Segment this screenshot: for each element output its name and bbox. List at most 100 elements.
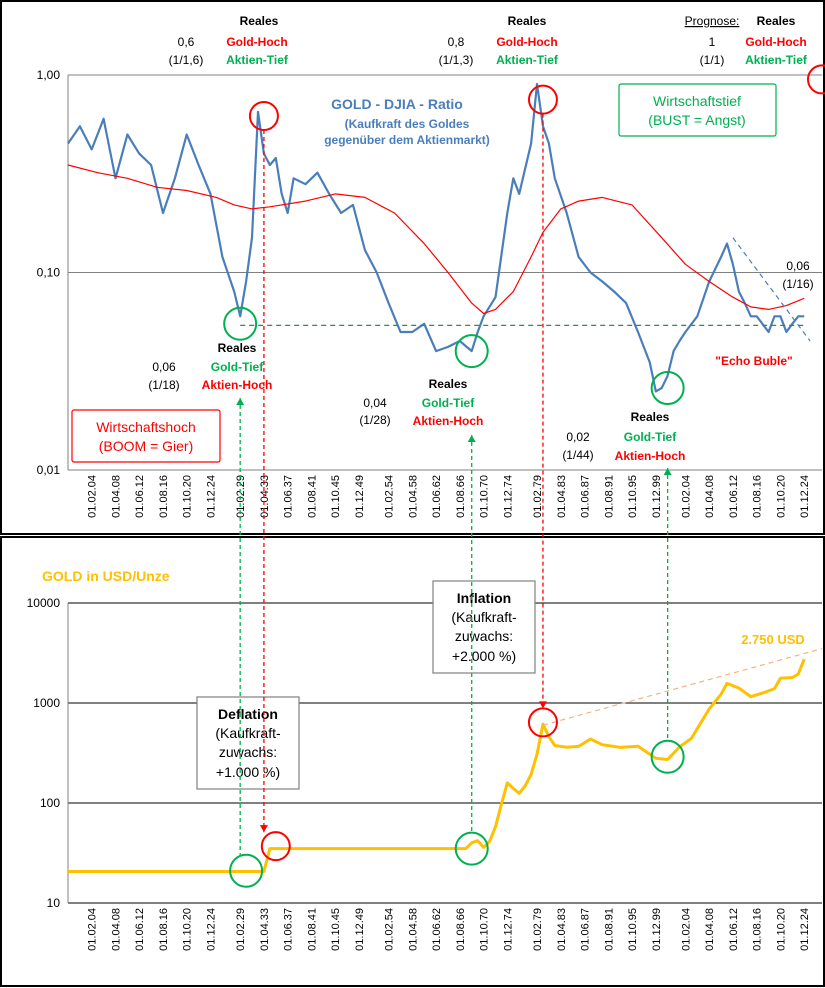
x-tick-label: 01.08.91	[603, 908, 615, 951]
annotation-head: Reales	[757, 14, 796, 28]
annotation-fraction: (1/28)	[359, 413, 390, 427]
series-line-0	[68, 658, 806, 873]
annotation-gold-low-2000: 0,02 (1/44) Reales Gold-Tief Aktien-Hoch	[562, 410, 685, 463]
x-tick-label: 01.06.12	[134, 475, 146, 518]
boom-box-frame	[71, 409, 221, 463]
connector-arrowhead	[259, 825, 268, 833]
green-highlight-circle	[229, 853, 264, 888]
annotation-stock-low: Aktien-Tief	[226, 53, 289, 67]
connector-arrowhead	[467, 435, 476, 442]
x-tick-label: 01.04.08	[704, 475, 716, 518]
x-tick-label: 01.02.04	[680, 908, 692, 951]
inflation-box-line-4: +2.000 %)	[452, 648, 516, 664]
green-highlight-circle	[223, 306, 258, 341]
x-tick-label: 01.04.33	[259, 475, 271, 518]
y-tick-label: 0,01	[37, 463, 61, 477]
x-tick-label: 01.12.74	[502, 475, 514, 518]
annotation-gold-low: Gold-Tief	[422, 396, 475, 410]
annotation-gold-high: Gold-Hoch	[226, 35, 287, 49]
x-tick-label: 01.04.08	[110, 475, 122, 518]
x-tick-label: 01.12.24	[799, 908, 811, 951]
inflation-box-line-3: zuwachs:	[455, 628, 513, 644]
connector-arrowhead	[663, 468, 672, 475]
bust-box: Wirtschaftstief (BUST = Angst)	[618, 83, 777, 137]
bottom-panel-frame	[0, 536, 825, 987]
x-tick-label: 01.06.12	[728, 475, 740, 518]
x-tick-label: 01.06.87	[580, 908, 592, 951]
x-tick-label: 01.02.54	[384, 908, 396, 951]
x-tick-label: 01.02.54	[384, 475, 396, 518]
x-tick-label: 01.06.62	[431, 908, 443, 951]
green-highlight-circle	[454, 831, 489, 866]
x-tick-label: 01.10.20	[775, 475, 787, 518]
x-tick-label: 01.02.29	[235, 908, 247, 951]
x-tick-label: 01.08.66	[455, 908, 467, 951]
ratio-series	[67, 82, 811, 393]
x-tick-label: 01.12.24	[205, 475, 217, 518]
x-tick-label: 01.06.37	[283, 475, 295, 518]
ratio-chart-subtitle-1: (Kaufkraft des Goldes	[345, 117, 470, 131]
green-highlight-circle	[454, 334, 489, 369]
inflation-box-line-1: Inflation	[457, 590, 511, 606]
red-highlight-circle	[807, 64, 825, 95]
x-tick-label: 01.08.16	[752, 475, 764, 518]
annotation-fraction: (1/18)	[148, 378, 179, 392]
x-tick-label: 01.02.79	[532, 908, 544, 951]
boom-box-line-2: (BOOM = Gier)	[99, 438, 194, 454]
ratio-chart-subtitle-2: gegenüber dem Aktienmarkt)	[324, 133, 490, 147]
annotation-value: 0,02	[566, 430, 590, 444]
annotation-current-value: 0,06	[786, 259, 810, 273]
x-tick-label: 01.04.08	[704, 908, 716, 951]
x-tick-label: 01.12.49	[354, 475, 366, 518]
x-tick-label: 01.10.45	[330, 475, 342, 518]
x-tick-label: 01.06.37	[283, 908, 295, 951]
bust-box-line-1: Wirtschaftstief	[653, 93, 741, 109]
deflation-box: Deflation (Kaufkraft- zuwachs: +1.000 %)	[196, 696, 300, 790]
x-tick-label: 01.12.74	[502, 908, 514, 951]
x-tick-label: 01.04.83	[556, 475, 568, 518]
annotation-gold-high-1980: Reales 0,8 (1/1,3) Gold-Hoch Aktien-Tief	[439, 14, 559, 67]
annotation-gold-low-1966: 0,04 (1/28) Reales Gold-Tief Aktien-Hoch	[359, 377, 483, 428]
connector-arrowhead	[236, 398, 245, 405]
x-tick-label: 01.06.62	[431, 475, 443, 518]
x-tick-label: 01.08.16	[158, 908, 170, 951]
annotation-head: Reales	[218, 341, 257, 355]
series-line-0	[67, 82, 805, 393]
x-tick-label: 01.02.04	[87, 475, 99, 518]
cross-panel-connectors	[236, 113, 672, 855]
y-tick-label: 10000	[27, 596, 61, 610]
annotation-head: Reales	[429, 377, 468, 391]
gold-x-tick-labels: 01.02.04 01.04.08 01.06.12 01.08.16 01.10.20…	[87, 908, 811, 951]
deflation-box-line-2: (Kaufkraft-	[215, 725, 281, 741]
annotation-value: 0,04	[363, 396, 387, 410]
y-tick-label: 1000	[33, 696, 60, 710]
x-tick-label: 01.06.12	[134, 908, 146, 951]
annotation-value: 0,06	[152, 360, 176, 374]
red-highlight-circle	[260, 831, 291, 862]
annotation-gold-high-1933: Reales 0,6 (1/1,6) Gold-Hoch Aktien-Tief	[169, 14, 289, 67]
gold-price-label: 2.750 USD	[741, 632, 805, 647]
annotation-fraction: (1/1,3)	[439, 53, 474, 67]
annotation-gold-low: Gold-Tief	[211, 360, 264, 374]
green-highlight-circle	[650, 371, 685, 406]
x-tick-label: 01.10.95	[627, 908, 639, 951]
x-tick-label: 01.08.16	[158, 475, 170, 518]
deflation-box-line-4: +1.000 %)	[216, 764, 280, 780]
annotation-head: Reales	[508, 14, 547, 28]
x-tick-label: 01.08.41	[306, 908, 318, 951]
annotation-value: 0,6	[178, 35, 195, 49]
series-line-1	[67, 164, 805, 315]
y-tick-label: 100	[40, 796, 60, 810]
x-tick-label: 01.04.08	[110, 908, 122, 951]
annotation-fraction: (1/1,6)	[169, 53, 204, 67]
ratio-chart-title: GOLD - DJIA - Ratio	[331, 96, 463, 112]
annotation-head: Reales	[631, 410, 670, 424]
annotation-gold-high: Gold-Hoch	[745, 35, 806, 49]
x-tick-label: 01.02.29	[235, 475, 247, 518]
x-tick-label: 01.06.12	[728, 908, 740, 951]
x-tick-label: 01.04.33	[259, 908, 271, 951]
x-tick-label: 01.10.20	[775, 908, 787, 951]
x-tick-label: 01.10.70	[479, 908, 491, 951]
x-tick-label: 01.02.04	[680, 475, 692, 518]
annotation-value: 0,8	[448, 35, 465, 49]
